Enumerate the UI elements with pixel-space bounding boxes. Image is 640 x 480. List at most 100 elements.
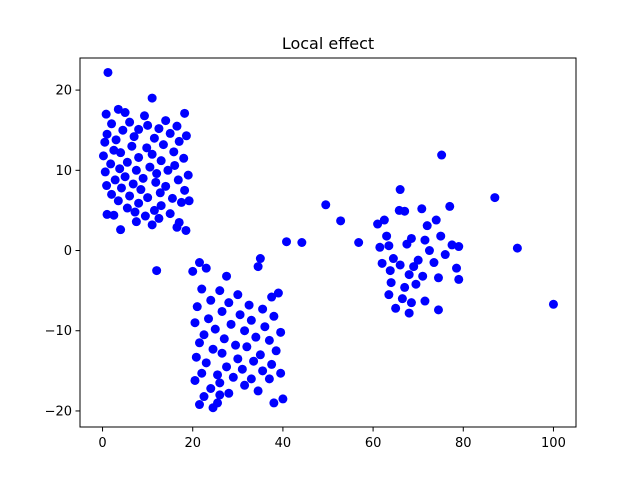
scatter-point	[436, 231, 446, 241]
scatter-point	[375, 242, 385, 252]
scatter-point	[222, 271, 232, 281]
scatter-point	[445, 201, 455, 211]
scatter-point	[249, 356, 259, 366]
scatter-point	[215, 378, 225, 388]
scatter-point	[165, 209, 175, 219]
scatter-point	[130, 207, 140, 217]
scatter-point	[377, 258, 387, 268]
scatter-point	[512, 243, 522, 253]
scatter-point	[228, 372, 238, 382]
scatter-point	[201, 358, 211, 368]
scatter-point	[183, 170, 193, 180]
scatter-point	[142, 143, 152, 153]
points-layer	[98, 67, 558, 413]
scatter-point	[129, 132, 139, 142]
scatter-point	[122, 157, 132, 167]
scatter-point	[411, 279, 421, 289]
scatter-point	[276, 327, 286, 337]
scatter-point	[237, 364, 247, 374]
scatter-point	[152, 266, 162, 276]
scatter-point	[336, 216, 346, 226]
x-axis-ticks: 0 20 40 60 80 100	[98, 427, 566, 451]
scatter-point	[440, 250, 450, 260]
scatter-point	[118, 125, 128, 135]
scatter-point	[180, 185, 190, 195]
scatter-point	[206, 384, 216, 393]
scatter-point	[134, 152, 144, 162]
scatter-point	[188, 266, 198, 276]
scatter-point	[321, 200, 331, 210]
scatter-point	[271, 346, 281, 356]
scatter-point	[240, 380, 250, 390]
scatter-point	[158, 140, 168, 150]
scatter-point	[269, 398, 279, 408]
scatter-point	[454, 242, 464, 252]
scatter-point	[226, 319, 236, 329]
x-tick-label: 0	[98, 436, 106, 451]
scatter-point	[110, 175, 120, 185]
scatter-point	[208, 403, 218, 413]
scatter-point	[548, 299, 558, 309]
scatter-point	[433, 273, 443, 283]
scatter-point	[437, 150, 447, 160]
scatter-point	[194, 338, 204, 348]
scatter-point	[120, 172, 130, 182]
x-tick-label: 100	[541, 436, 566, 451]
scatter-point	[109, 145, 119, 155]
scatter-point	[273, 288, 283, 298]
scatter-point	[154, 124, 164, 134]
scatter-point	[204, 314, 214, 324]
scatter-point	[255, 254, 265, 264]
scatter-point	[388, 254, 398, 264]
y-tick-label: 10	[55, 164, 72, 179]
scatter-point	[154, 213, 164, 223]
scatter-point	[192, 302, 202, 312]
scatter-point	[149, 133, 159, 143]
scatter-point	[147, 93, 157, 103]
scatter-point	[391, 303, 401, 313]
scatter-point	[373, 219, 383, 229]
scatter-point	[191, 352, 201, 362]
scatter-point	[379, 215, 389, 225]
scatter-point	[147, 149, 157, 159]
scatter-point	[452, 263, 462, 273]
scatter-point	[184, 196, 194, 206]
scatter-point	[170, 160, 180, 170]
scatter-point	[134, 198, 144, 208]
scatter-point	[382, 231, 392, 241]
scatter-point	[115, 164, 125, 174]
scatter-point	[386, 278, 396, 288]
scatter-point	[120, 108, 130, 118]
scatter-point	[447, 240, 457, 250]
x-tick-label: 20	[184, 436, 201, 451]
scatter-point	[128, 179, 138, 189]
scatter-point	[264, 374, 274, 384]
scatter-point	[100, 137, 110, 147]
scatter-point	[253, 386, 263, 396]
scatter-point	[267, 359, 277, 369]
scatter-point	[169, 147, 179, 157]
scatter-point	[179, 153, 189, 163]
scatter-point	[400, 206, 410, 216]
scatter-point	[161, 116, 171, 126]
scatter-point	[136, 185, 146, 195]
scatter-point	[100, 167, 110, 177]
scatter-point	[215, 286, 225, 296]
scatter-point	[208, 344, 218, 354]
scatter-point	[111, 135, 121, 145]
scatter-point	[431, 215, 441, 225]
scatter-point	[199, 392, 209, 402]
scatter-point	[384, 290, 394, 300]
scatter-point	[156, 156, 166, 166]
scatter-point	[107, 189, 117, 199]
scatter-point	[276, 368, 286, 378]
scatter-point	[131, 217, 141, 227]
scatter-point	[354, 238, 364, 247]
scatter-point	[174, 136, 184, 146]
scatter-point	[102, 181, 112, 191]
scatter-point	[420, 296, 430, 306]
y-tick-label: 0	[64, 244, 72, 259]
scatter-point	[404, 308, 414, 318]
scatter-point	[173, 175, 183, 185]
